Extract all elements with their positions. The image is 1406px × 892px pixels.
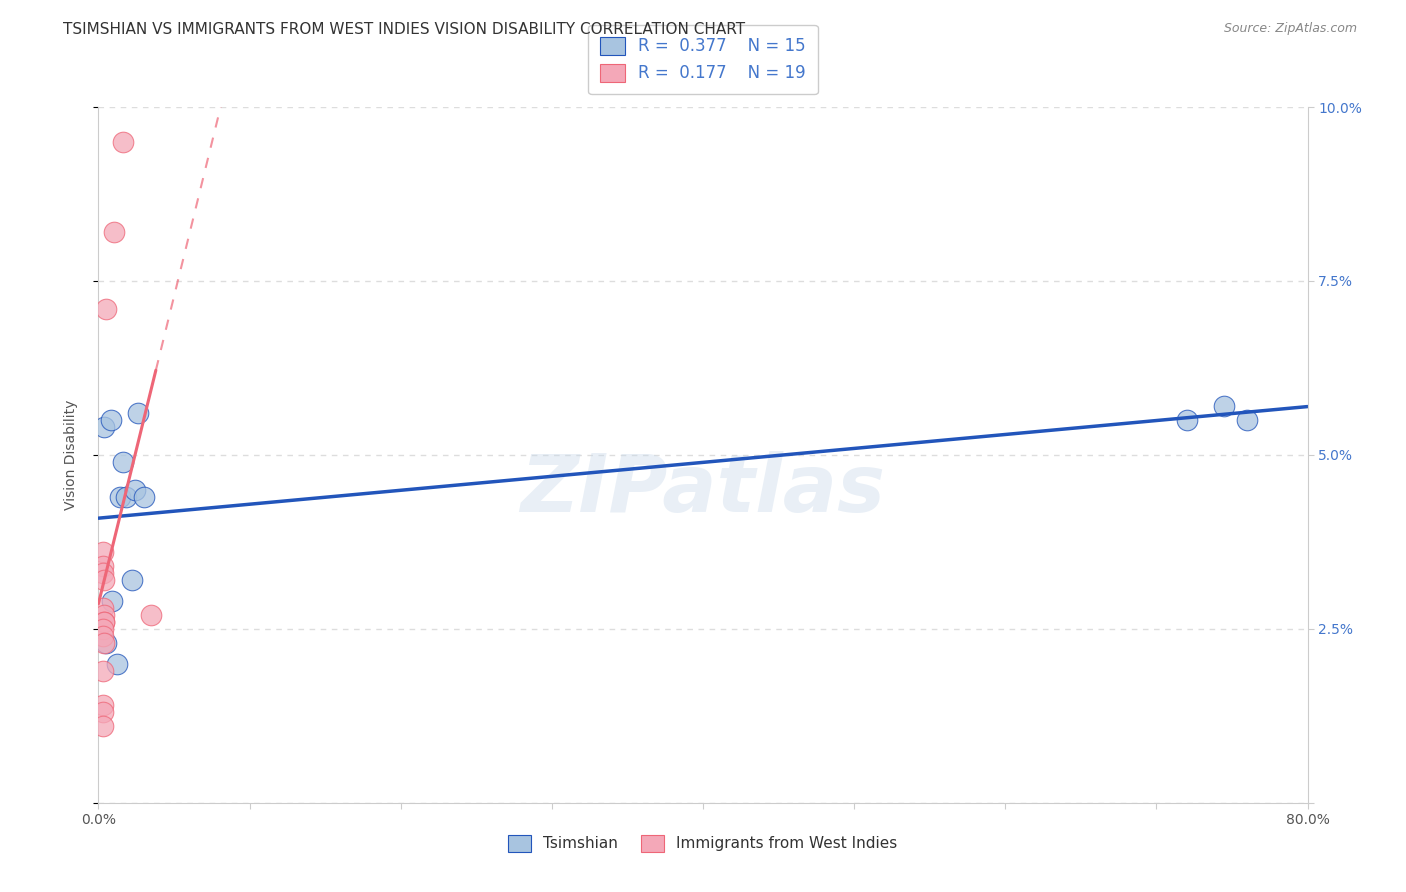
Point bbox=[111, 455, 134, 469]
Point bbox=[93, 573, 115, 587]
Point bbox=[94, 301, 117, 316]
Y-axis label: Vision Disability: Vision Disability bbox=[63, 400, 77, 510]
Point bbox=[101, 594, 124, 608]
Point bbox=[132, 490, 155, 504]
Point bbox=[91, 601, 114, 615]
Point bbox=[111, 135, 134, 149]
Point bbox=[91, 559, 114, 574]
Point bbox=[94, 636, 117, 650]
Point bbox=[93, 420, 115, 434]
Text: ZIPatlas: ZIPatlas bbox=[520, 450, 886, 529]
Point bbox=[141, 607, 163, 622]
Text: Source: ZipAtlas.com: Source: ZipAtlas.com bbox=[1223, 22, 1357, 36]
Point bbox=[93, 607, 115, 622]
Point bbox=[91, 698, 114, 713]
Point bbox=[93, 615, 115, 629]
Point bbox=[127, 406, 149, 420]
Point bbox=[91, 719, 114, 733]
Point bbox=[100, 413, 122, 427]
Point bbox=[93, 615, 115, 629]
Point bbox=[1236, 413, 1258, 427]
Text: TSIMSHIAN VS IMMIGRANTS FROM WEST INDIES VISION DISABILITY CORRELATION CHART: TSIMSHIAN VS IMMIGRANTS FROM WEST INDIES… bbox=[63, 22, 745, 37]
Point bbox=[91, 545, 114, 559]
Point bbox=[1213, 399, 1236, 413]
Point bbox=[105, 657, 128, 671]
Point bbox=[103, 225, 125, 239]
Point bbox=[114, 490, 136, 504]
Point bbox=[91, 629, 114, 643]
Legend: Tsimshian, Immigrants from West Indies: Tsimshian, Immigrants from West Indies bbox=[502, 829, 904, 858]
Point bbox=[124, 483, 146, 497]
Point bbox=[1175, 413, 1198, 427]
Point bbox=[93, 636, 115, 650]
Point bbox=[121, 573, 143, 587]
Point bbox=[91, 622, 114, 636]
Point bbox=[91, 566, 114, 581]
Point bbox=[108, 490, 131, 504]
Point bbox=[91, 664, 114, 678]
Point bbox=[91, 706, 114, 720]
